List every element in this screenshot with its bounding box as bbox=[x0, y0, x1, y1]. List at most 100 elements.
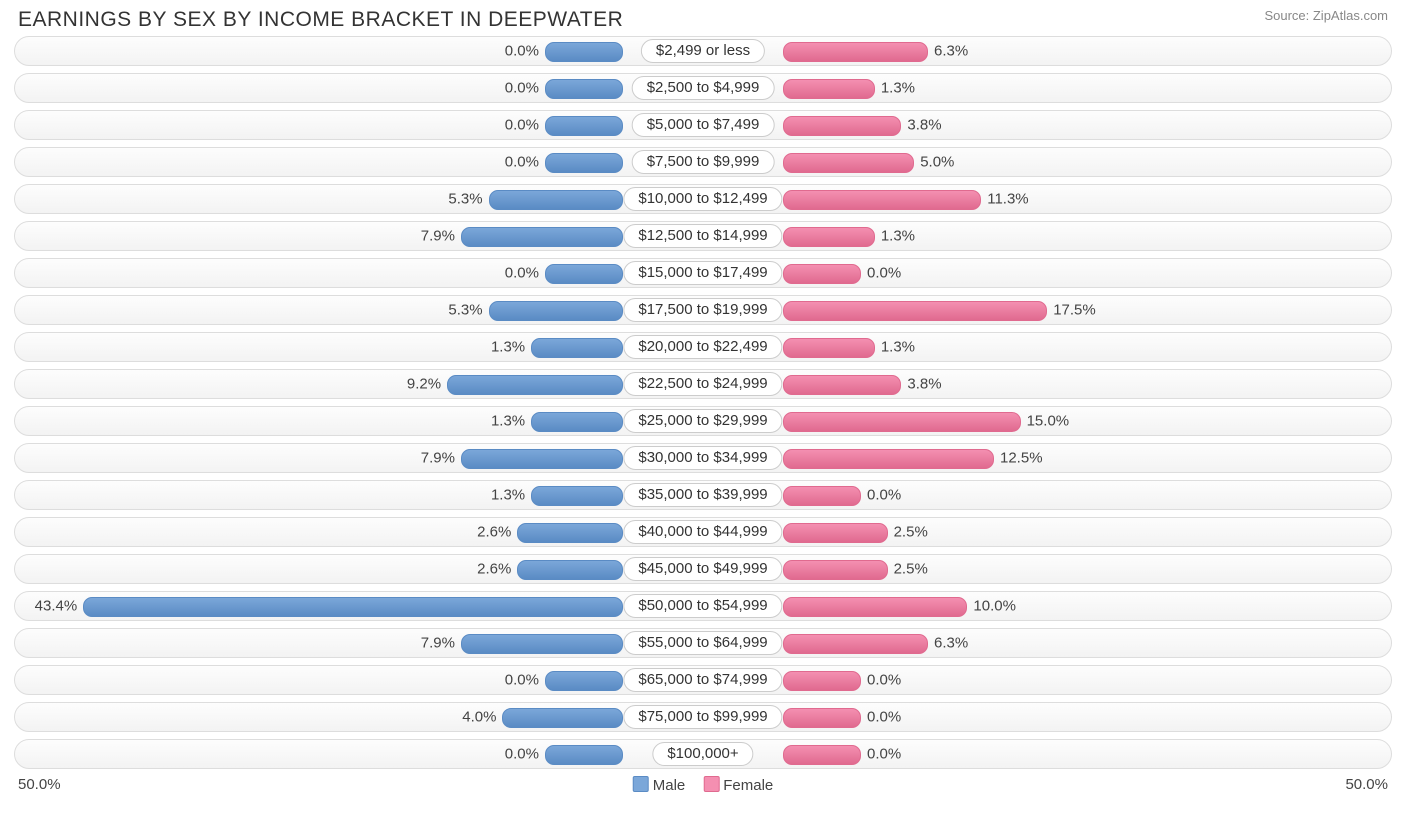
chart-row: 0.0% 1.3% $2,500 to $4,999 bbox=[14, 73, 1392, 103]
bar-male bbox=[447, 375, 623, 395]
bar-male bbox=[531, 486, 623, 506]
bar-male bbox=[545, 79, 623, 99]
legend-male: Male bbox=[633, 776, 686, 794]
value-label-female: 0.0% bbox=[867, 265, 901, 282]
bar-female bbox=[783, 745, 861, 765]
bracket-label: $75,000 to $99,999 bbox=[623, 705, 782, 729]
legend: Male Female bbox=[633, 776, 774, 794]
bracket-label: $50,000 to $54,999 bbox=[623, 594, 782, 618]
bar-female bbox=[783, 412, 1021, 432]
value-label-female: 0.0% bbox=[867, 746, 901, 763]
chart-row: 9.2% 3.8% $22,500 to $24,999 bbox=[14, 369, 1392, 399]
chart-row: 5.3%17.5%$17,500 to $19,999 bbox=[14, 295, 1392, 325]
bar-female bbox=[783, 79, 875, 99]
bracket-label: $20,000 to $22,499 bbox=[623, 335, 782, 359]
value-label-male: 7.9% bbox=[421, 450, 455, 467]
value-label-male: 2.6% bbox=[477, 524, 511, 541]
chart-row: 7.9% 6.3% $55,000 to $64,999 bbox=[14, 628, 1392, 658]
value-label-male: 5.3% bbox=[448, 191, 482, 208]
bar-male bbox=[489, 301, 623, 321]
bar-male bbox=[502, 708, 623, 728]
value-label-female: 1.3% bbox=[881, 80, 915, 97]
value-label-male: 43.4% bbox=[35, 598, 78, 615]
bracket-label: $65,000 to $74,999 bbox=[623, 668, 782, 692]
chart-row: 7.9% 12.5% $30,000 to $34,999 bbox=[14, 443, 1392, 473]
chart-row: 2.6%2.5%$45,000 to $49,999 bbox=[14, 554, 1392, 584]
chart-row: 0.0%0.0%$65,000 to $74,999 bbox=[14, 665, 1392, 695]
chart-row: 0.0%5.0%$7,500 to $9,999 bbox=[14, 147, 1392, 177]
bracket-label: $55,000 to $64,999 bbox=[623, 631, 782, 655]
value-label-male: 1.3% bbox=[491, 487, 525, 504]
chart-row: 0.0%0.0%$15,000 to $17,499 bbox=[14, 258, 1392, 288]
value-label-male: 0.0% bbox=[505, 672, 539, 689]
bar-female bbox=[783, 153, 914, 173]
value-label-male: 0.0% bbox=[505, 80, 539, 97]
value-label-male: 7.9% bbox=[421, 635, 455, 652]
bracket-label: $25,000 to $29,999 bbox=[623, 409, 782, 433]
value-label-female: 2.5% bbox=[894, 561, 928, 578]
value-label-female: 12.5% bbox=[1000, 450, 1043, 467]
chart-row: 0.0% 3.8% $5,000 to $7,499 bbox=[14, 110, 1392, 140]
value-label-female: 5.0% bbox=[920, 154, 954, 171]
bar-female bbox=[783, 560, 888, 580]
bar-male bbox=[461, 449, 623, 469]
chart-row: 43.4% 10.0% $50,000 to $54,999 bbox=[14, 591, 1392, 621]
axis-label-left: 50.0% bbox=[18, 776, 61, 793]
bracket-label: $40,000 to $44,999 bbox=[623, 520, 782, 544]
value-label-female: 6.3% bbox=[934, 43, 968, 60]
value-label-female: 6.3% bbox=[934, 635, 968, 652]
bracket-label: $7,500 to $9,999 bbox=[632, 150, 775, 174]
bracket-label: $2,500 to $4,999 bbox=[632, 76, 775, 100]
bar-male bbox=[461, 227, 623, 247]
bar-female bbox=[783, 486, 861, 506]
bar-male bbox=[545, 42, 623, 62]
bar-female bbox=[783, 301, 1047, 321]
bar-female bbox=[783, 523, 888, 543]
value-label-female: 3.8% bbox=[907, 117, 941, 134]
value-label-female: 2.5% bbox=[894, 524, 928, 541]
bar-male bbox=[489, 190, 623, 210]
chart-title: EARNINGS BY SEX BY INCOME BRACKET IN DEE… bbox=[18, 8, 623, 32]
value-label-male: 1.3% bbox=[491, 339, 525, 356]
value-label-male: 0.0% bbox=[505, 117, 539, 134]
bracket-label: $15,000 to $17,499 bbox=[623, 261, 782, 285]
bar-female bbox=[783, 671, 861, 691]
legend-female: Female bbox=[703, 776, 773, 794]
bar-male bbox=[545, 264, 623, 284]
bracket-label: $10,000 to $12,499 bbox=[623, 187, 782, 211]
chart-row: 5.3% 11.3% $10,000 to $12,499 bbox=[14, 184, 1392, 214]
bar-female bbox=[783, 634, 928, 654]
value-label-male: 4.0% bbox=[462, 709, 496, 726]
bar-female bbox=[783, 375, 901, 395]
bracket-label: $100,000+ bbox=[652, 742, 753, 766]
bar-female bbox=[783, 449, 994, 469]
value-label-female: 15.0% bbox=[1027, 413, 1070, 430]
value-label-female: 10.0% bbox=[973, 598, 1016, 615]
bracket-label: $30,000 to $34,999 bbox=[623, 446, 782, 470]
value-label-male: 9.2% bbox=[407, 376, 441, 393]
bar-female bbox=[783, 708, 861, 728]
legend-swatch-male bbox=[633, 776, 649, 792]
value-label-female: 3.8% bbox=[907, 376, 941, 393]
chart-row: 4.0% 0.0% $75,000 to $99,999 bbox=[14, 702, 1392, 732]
bar-male bbox=[517, 560, 623, 580]
legend-label-female: Female bbox=[723, 777, 773, 794]
bar-male bbox=[461, 634, 623, 654]
value-label-male: 0.0% bbox=[505, 746, 539, 763]
value-label-female: 0.0% bbox=[867, 709, 901, 726]
value-label-female: 11.3% bbox=[987, 191, 1028, 208]
chart-row: 1.3% 15.0% $25,000 to $29,999 bbox=[14, 406, 1392, 436]
value-label-female: 1.3% bbox=[881, 339, 915, 356]
chart-row: 7.9%1.3%$12,500 to $14,999 bbox=[14, 221, 1392, 251]
chart-row: 0.0% 0.0% $100,000+ bbox=[14, 739, 1392, 769]
chart-header: EARNINGS BY SEX BY INCOME BRACKET IN DEE… bbox=[0, 0, 1406, 36]
bar-female bbox=[783, 42, 928, 62]
bracket-label: $22,500 to $24,999 bbox=[623, 372, 782, 396]
bracket-label: $5,000 to $7,499 bbox=[632, 113, 775, 137]
bracket-label: $2,499 or less bbox=[641, 39, 765, 63]
chart-row: 1.3% 1.3% $20,000 to $22,499 bbox=[14, 332, 1392, 362]
value-label-male: 1.3% bbox=[491, 413, 525, 430]
bar-male bbox=[83, 597, 623, 617]
bar-female bbox=[783, 338, 875, 358]
value-label-female: 1.3% bbox=[881, 228, 915, 245]
